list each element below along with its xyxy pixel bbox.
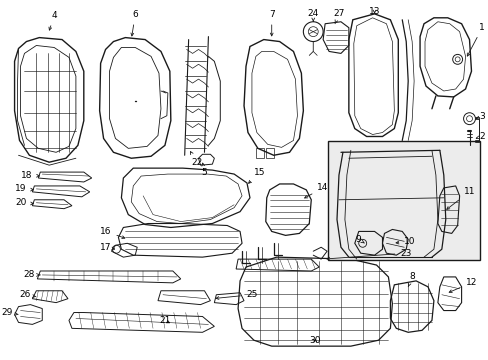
Text: 4: 4 xyxy=(49,11,57,30)
Text: 14: 14 xyxy=(304,183,328,198)
Text: 2: 2 xyxy=(475,132,484,141)
Text: 1: 1 xyxy=(467,23,484,56)
Text: 17: 17 xyxy=(100,243,114,252)
Text: 19: 19 xyxy=(15,184,33,193)
Text: 9: 9 xyxy=(355,235,364,244)
Text: 11: 11 xyxy=(446,187,474,210)
Text: 7: 7 xyxy=(268,10,274,36)
Text: 21: 21 xyxy=(159,316,170,325)
Text: 6: 6 xyxy=(131,10,138,36)
Text: 25: 25 xyxy=(216,290,257,300)
Text: 26: 26 xyxy=(19,290,36,299)
Text: 5: 5 xyxy=(201,163,207,177)
Text: 15: 15 xyxy=(248,168,265,183)
Text: 16: 16 xyxy=(100,227,124,239)
Text: 29: 29 xyxy=(1,308,18,317)
Text: 27: 27 xyxy=(333,9,344,24)
Text: 28: 28 xyxy=(23,270,40,279)
Text: 22: 22 xyxy=(190,152,202,167)
Text: 23: 23 xyxy=(326,249,411,260)
Text: 30: 30 xyxy=(309,336,320,345)
Text: 20: 20 xyxy=(15,198,33,207)
Text: 24: 24 xyxy=(307,9,318,21)
Text: 12: 12 xyxy=(448,278,476,292)
Text: 10: 10 xyxy=(395,237,415,246)
Text: 3: 3 xyxy=(475,112,484,121)
Text: 8: 8 xyxy=(407,273,414,287)
Text: 18: 18 xyxy=(21,171,39,180)
Text: 13: 13 xyxy=(368,7,380,16)
FancyBboxPatch shape xyxy=(327,141,479,260)
